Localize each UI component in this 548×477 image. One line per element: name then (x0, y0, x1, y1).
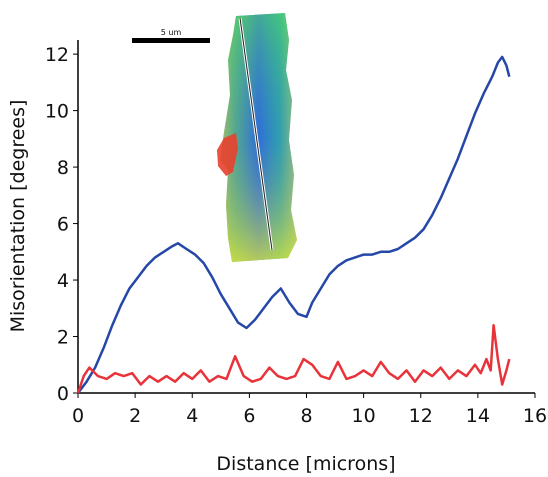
x-tick-label: 12 (409, 405, 433, 427)
grain-map-overlay (220, 13, 297, 262)
scale-bar-label: 5 um (161, 28, 182, 37)
y-tick-label: 0 (57, 383, 69, 405)
x-ticks: 0 2 4 6 8 10 12 14 16 (72, 393, 547, 427)
grain-map-red-region (217, 133, 238, 176)
y-tick-label: 10 (45, 101, 69, 123)
series-line-2 (76, 323, 511, 394)
x-tick-label: 14 (466, 405, 490, 427)
x-tick-label: 2 (129, 405, 141, 427)
series-group (76, 55, 511, 394)
scale-bar-rect (132, 38, 210, 43)
series-line-1 (77, 55, 511, 394)
x-tick-label: 6 (243, 405, 255, 427)
y-tick-label: 4 (57, 270, 69, 292)
measurement-line-outline (239, 17, 273, 251)
x-tick-label: 8 (300, 405, 312, 427)
y-tick-label: 8 (57, 157, 69, 179)
y-ticks: 0 2 4 6 8 10 12 (45, 44, 78, 405)
y-tick-label: 2 (57, 327, 69, 349)
x-tick-label: 10 (352, 405, 376, 427)
x-tick-label: 16 (523, 405, 547, 427)
x-tick-label: 0 (72, 405, 84, 427)
y-tick-label: 12 (45, 44, 69, 66)
x-axis-label: Distance [microns] (216, 453, 395, 475)
grain-map-inset (217, 13, 297, 262)
scale-bar: 5 um (132, 28, 210, 43)
x-tick-label: 4 (186, 405, 198, 427)
y-tick-label: 6 (57, 214, 69, 236)
y-axis-label: Misorientation [degrees] (7, 100, 29, 333)
